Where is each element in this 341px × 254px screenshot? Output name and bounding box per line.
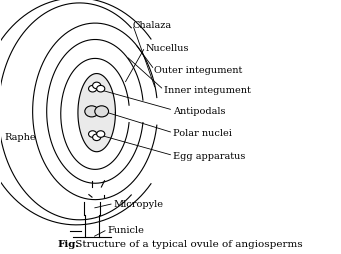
Circle shape [93, 83, 101, 89]
Polygon shape [78, 74, 115, 152]
Text: Structure of a typical ovule of angiosperms: Structure of a typical ovule of angiospe… [72, 239, 302, 248]
Text: Raphe: Raphe [4, 133, 36, 141]
Text: Outer integument: Outer integument [154, 66, 243, 75]
Text: Egg apparatus: Egg apparatus [173, 151, 246, 160]
Text: Inner integument: Inner integument [164, 86, 251, 95]
Circle shape [93, 135, 101, 141]
Circle shape [97, 131, 105, 138]
Circle shape [89, 131, 97, 138]
Text: Micropyle: Micropyle [114, 199, 164, 208]
Circle shape [95, 106, 108, 117]
Text: Antipodals: Antipodals [173, 106, 226, 115]
Text: Nucellus: Nucellus [145, 43, 189, 52]
Circle shape [97, 86, 105, 93]
Circle shape [85, 106, 99, 117]
Text: Funicle: Funicle [108, 225, 145, 234]
Text: Polar nuclei: Polar nuclei [173, 129, 232, 138]
Text: Chalaza: Chalaza [133, 21, 172, 30]
Circle shape [89, 86, 97, 93]
Text: Fig.: Fig. [58, 239, 80, 248]
